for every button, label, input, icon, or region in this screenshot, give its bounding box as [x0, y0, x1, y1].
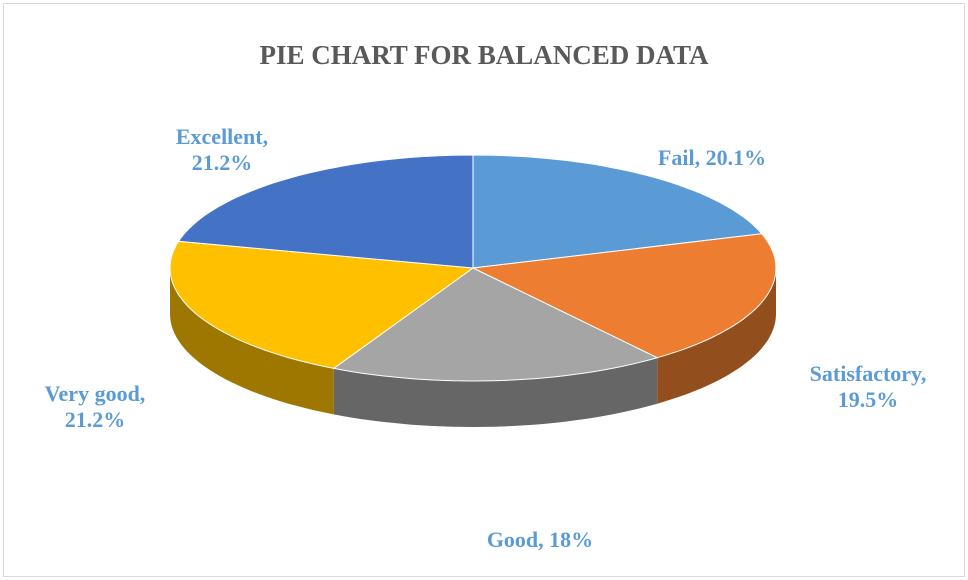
pie-slice — [169, 240, 475, 369]
slice-side — [170, 268, 334, 415]
data-label: Excellent, 21.2% — [175, 124, 269, 175]
data-label: Very good, 21.2% — [44, 381, 146, 432]
data-label: Good, 18% — [486, 527, 594, 552]
chart-title: PIE CHART FOR BALANCED DATA — [259, 40, 709, 70]
pie-slice — [332, 267, 659, 382]
pie-slice — [472, 154, 763, 269]
slice-side — [657, 268, 776, 404]
slice-side — [333, 357, 658, 427]
pie-slice — [471, 233, 777, 359]
data-label: Fail, 20.1% — [657, 145, 767, 170]
data-label: Satisfactory, 19.5% — [809, 361, 927, 412]
pie-slice — [177, 154, 474, 269]
